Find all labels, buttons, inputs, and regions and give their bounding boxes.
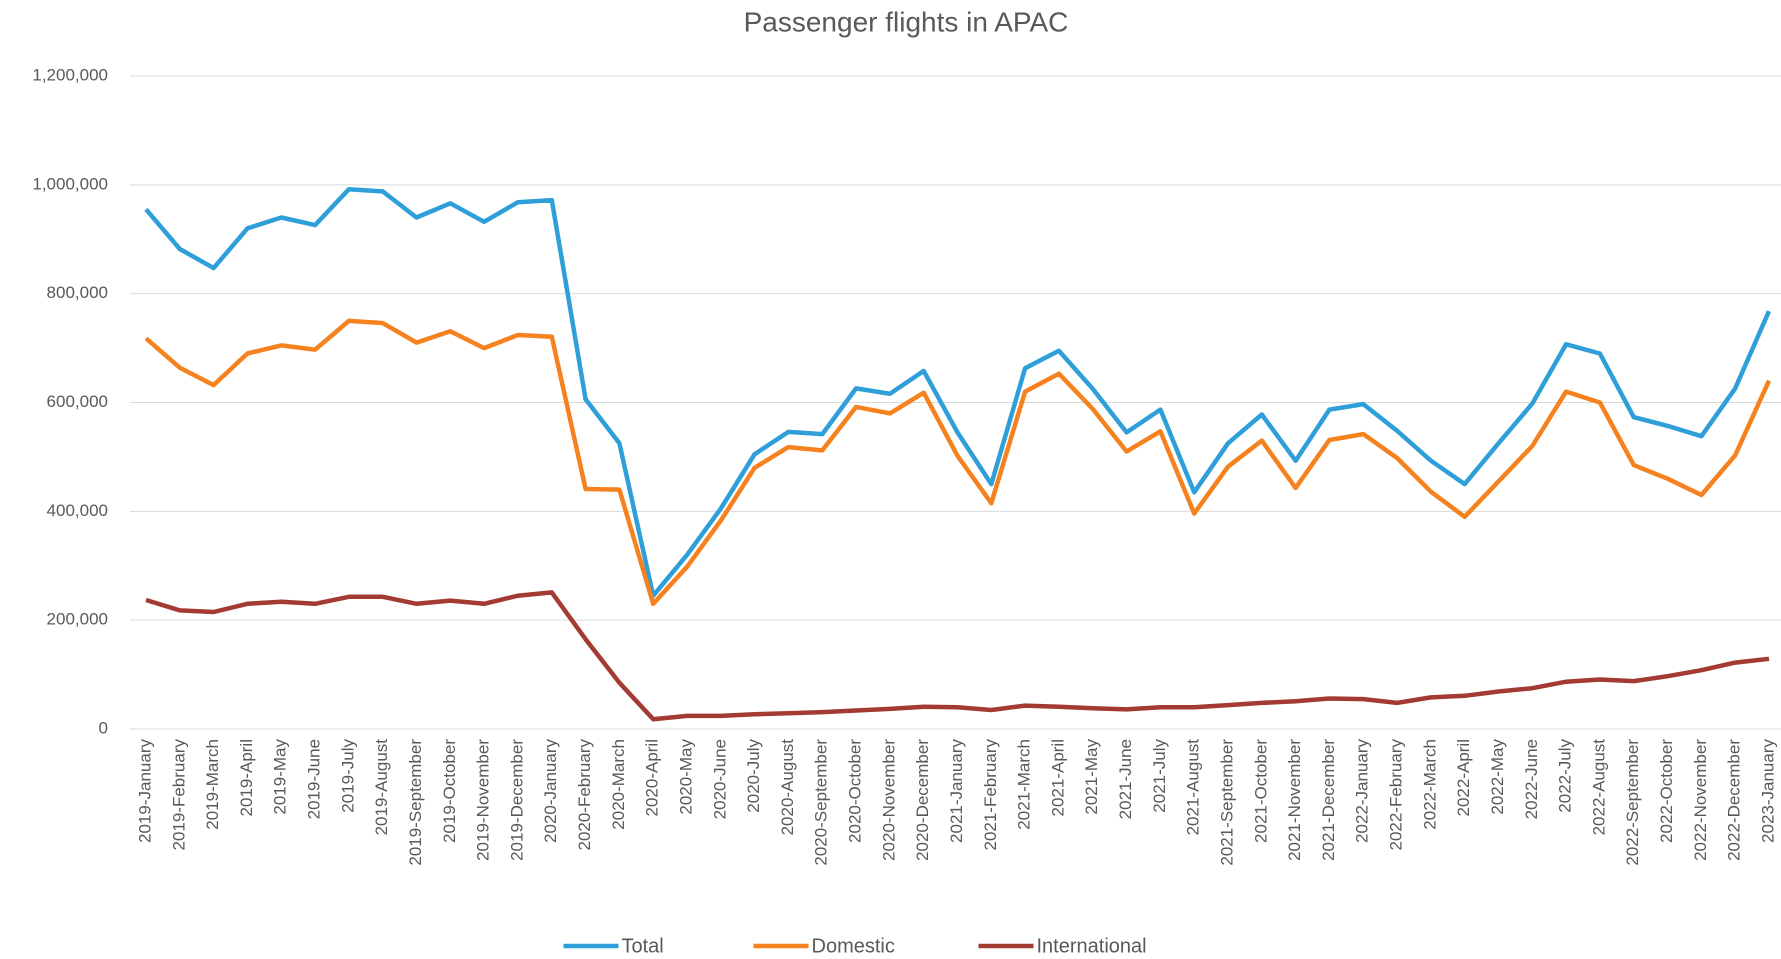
- x-tick-label: 2019-August: [372, 739, 391, 836]
- x-tick-label: 2021-June: [1116, 739, 1135, 819]
- x-tick-label: 2019-September: [406, 739, 425, 866]
- x-tick-label: 2022-July: [1556, 739, 1575, 813]
- x-tick-label: 2019-November: [474, 739, 493, 861]
- x-tick-label: 2022-April: [1454, 739, 1473, 817]
- x-tick-label: 2020-December: [913, 739, 932, 861]
- x-tick-label: 2019-April: [237, 739, 256, 817]
- x-tick-label: 2022-June: [1522, 739, 1541, 819]
- x-tick-label: 2020-April: [643, 739, 662, 817]
- x-tick-label: 2021-May: [1082, 739, 1101, 815]
- y-tick-label: 1,200,000: [32, 65, 108, 84]
- legend-label: Domestic: [812, 935, 895, 957]
- x-tick-label: 2019-June: [305, 739, 324, 819]
- x-tick-label: 2022-May: [1488, 739, 1507, 815]
- y-tick-label: 200,000: [47, 610, 108, 629]
- x-tick-label: 2022-August: [1589, 739, 1608, 836]
- x-tick-label: 2021-March: [1015, 739, 1034, 830]
- chart-title: Passenger flights in APAC: [744, 6, 1069, 37]
- y-tick-label: 800,000: [47, 283, 108, 302]
- x-tick-label: 2020-May: [676, 739, 695, 815]
- x-tick-label: 2020-November: [879, 739, 898, 861]
- x-tick-label: 2022-December: [1725, 739, 1744, 861]
- x-tick-label: 2021-February: [981, 739, 1000, 851]
- series-line: [144, 186, 1772, 598]
- x-tick-label: 2019-March: [203, 739, 222, 830]
- x-tick-label: 2020-August: [778, 739, 797, 836]
- x-tick-label: 2021-November: [1285, 739, 1304, 861]
- x-tick-label: 2021-April: [1048, 739, 1067, 817]
- x-tick-label: 2019-July: [338, 739, 357, 813]
- x-tick-label: 2019-October: [440, 739, 459, 843]
- legend-label: International: [1037, 935, 1147, 957]
- x-tick-label: 2022-September: [1623, 739, 1642, 866]
- series-line: [145, 590, 1770, 722]
- x-tick-label: 2022-February: [1387, 739, 1406, 851]
- x-tick-label: 2020-October: [846, 739, 865, 843]
- x-tick-label: 2020-July: [744, 739, 763, 813]
- x-tick-label: 2022-October: [1657, 739, 1676, 843]
- x-tick-label: 2019-January: [135, 739, 154, 843]
- y-tick-label: 1,000,000: [32, 174, 108, 193]
- y-tick-label: 400,000: [47, 501, 108, 520]
- x-tick-label: 2021-January: [947, 739, 966, 843]
- series-line: [144, 318, 1772, 607]
- x-tick-label: 2021-December: [1319, 739, 1338, 861]
- x-tick-label: 2020-September: [812, 739, 831, 866]
- x-tick-label: 2019-May: [271, 739, 290, 815]
- x-tick-label: 2022-January: [1353, 739, 1372, 843]
- y-tick-label: 0: [99, 718, 108, 737]
- x-tick-label: 2020-March: [609, 739, 628, 830]
- x-tick-label: 2023-January: [1758, 739, 1777, 843]
- y-tick-label: 600,000: [47, 392, 108, 411]
- x-tick-label: 2022-March: [1420, 739, 1439, 830]
- x-tick-label: 2021-August: [1184, 739, 1203, 836]
- x-tick-label: 2021-July: [1150, 739, 1169, 813]
- legend-label: Total: [622, 935, 664, 957]
- x-tick-label: 2020-January: [541, 739, 560, 843]
- x-tick-label: 2020-June: [710, 739, 729, 819]
- x-tick-label: 2021-September: [1217, 739, 1236, 866]
- x-tick-label: 2020-February: [575, 739, 594, 851]
- x-tick-label: 2019-February: [169, 739, 188, 851]
- x-tick-label: 2019-December: [507, 739, 526, 861]
- x-tick-label: 2021-October: [1251, 739, 1270, 843]
- x-tick-label: 2022-November: [1691, 739, 1710, 861]
